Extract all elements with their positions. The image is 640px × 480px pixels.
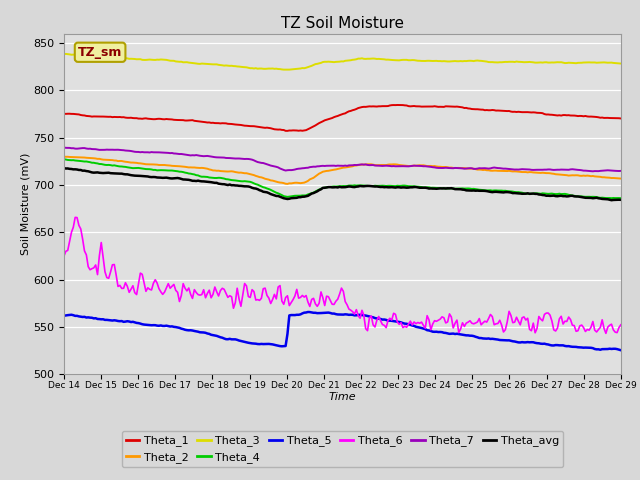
Text: TZ_sm: TZ_sm bbox=[78, 46, 122, 59]
Legend: Theta_1, Theta_2, Theta_3, Theta_4, Theta_5, Theta_6, Theta_7, Theta_avg: Theta_1, Theta_2, Theta_3, Theta_4, Thet… bbox=[122, 431, 563, 468]
X-axis label: Time: Time bbox=[328, 393, 356, 402]
Y-axis label: Soil Moisture (mV): Soil Moisture (mV) bbox=[20, 153, 30, 255]
Title: TZ Soil Moisture: TZ Soil Moisture bbox=[281, 16, 404, 31]
